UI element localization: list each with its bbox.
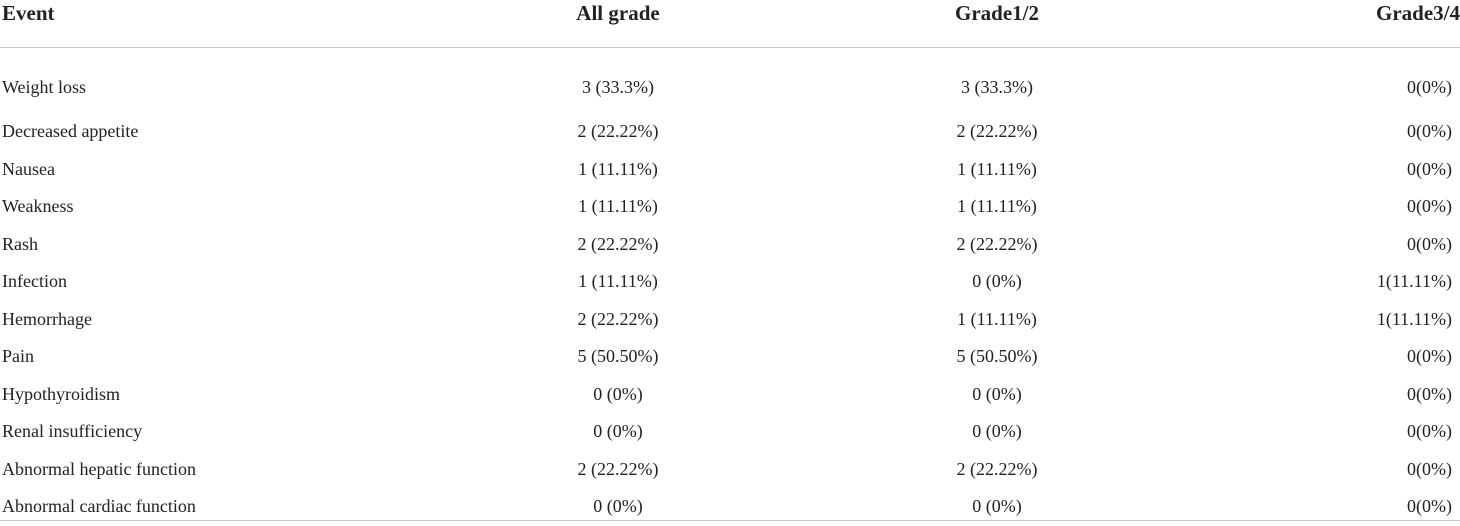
table-bottom-rule: [0, 520, 1460, 521]
cell-grade-3-4: 1(11.11%): [1376, 271, 1452, 292]
cell-all-grade: 0 (0%): [593, 421, 643, 442]
cell-all-grade: 2 (22.22%): [577, 233, 659, 254]
cell-grade-1-2: 3 (33.3%): [961, 77, 1033, 97]
cell-grade-3-4: 0(0%): [1407, 496, 1452, 517]
cell-event: Weight loss: [2, 77, 87, 97]
column-header-all-grade: All grade: [430, 0, 762, 48]
table-row: Infection 1 (11.11%) 0 (0%) 1(11.11%): [0, 263, 1460, 301]
table-row: Weakness 1 (11.11%) 1 (11.11%) 0(0%): [0, 188, 1460, 226]
cell-grade-1-2: 0 (0%): [972, 383, 1022, 404]
cell-event: Hypothyroidism: [2, 383, 121, 404]
cell-grade-1-2: 0 (0%): [972, 496, 1022, 517]
cell-grade-1-2: 1 (11.11%): [957, 196, 1037, 217]
cell-grade-3-4: 0(0%): [1407, 196, 1452, 217]
cell-grade-3-4: 0(0%): [1407, 421, 1452, 442]
cell-grade-1-2: 5 (50.50%): [956, 346, 1038, 367]
cell-grade-3-4: 0(0%): [1407, 121, 1452, 142]
cell-all-grade: 1 (11.11%): [578, 196, 658, 217]
cell-grade-1-2: 2 (22.22%): [956, 121, 1038, 142]
cell-grade-3-4: 1(11.11%): [1376, 308, 1452, 329]
table-row: Weight loss 3 (33.3%) 3 (33.3%) 0(0%): [0, 48, 1460, 114]
cell-all-grade: 0 (0%): [593, 496, 643, 517]
cell-all-grade: 0 (0%): [593, 383, 643, 404]
table-row: Renal insufficiency 0 (0%) 0 (0%) 0(0%): [0, 413, 1460, 451]
header-row: Event All grade Grade1/2 Grade3/4: [0, 0, 1460, 48]
column-header-grade-3-4: Grade3/4: [1168, 0, 1460, 48]
cell-event: Renal insufficiency: [2, 421, 143, 442]
cell-event: Abnormal cardiac function: [2, 496, 196, 517]
cell-grade-3-4: 0(0%): [1407, 383, 1452, 404]
table-row: Decreased appetite 2 (22.22%) 2 (22.22%) 0(…: [0, 113, 1460, 151]
table-row: Abnormal cardiac function 0 (0%) 0 (0%) 0(0…: [0, 488, 1460, 526]
cell-event: Weakness: [2, 196, 74, 217]
cell-event: Infection: [2, 271, 67, 292]
cell-event: Abnormal hepatic function: [2, 458, 196, 479]
cell-event: Decreased appetite: [2, 121, 139, 142]
cell-all-grade: 2 (22.22%): [577, 308, 659, 329]
cell-all-grade: 2 (22.22%): [577, 121, 659, 142]
table-row: Nausea 1 (11.11%) 1 (11.11%) 0(0%): [0, 151, 1460, 189]
cell-event: Rash: [2, 233, 38, 254]
cell-grade-1-2: 2 (22.22%): [956, 233, 1038, 254]
column-header-grade-1-2: Grade1/2: [762, 0, 1168, 48]
cell-grade-3-4: 0(0%): [1407, 458, 1452, 479]
cell-grade-3-4: 0(0%): [1407, 158, 1452, 179]
cell-all-grade: 5 (50.50%): [577, 346, 659, 367]
table-header: Event All grade Grade1/2 Grade3/4: [0, 0, 1460, 48]
cell-event: Hemorrhage: [2, 308, 92, 329]
cell-grade-3-4: 0(0%): [1407, 77, 1452, 97]
cell-all-grade: 3 (33.3%): [582, 77, 654, 97]
cell-event: Nausea: [2, 158, 55, 179]
cell-grade-1-2: 0 (0%): [972, 271, 1022, 292]
column-header-event: Event: [0, 0, 430, 48]
cell-all-grade: 2 (22.22%): [577, 458, 659, 479]
table-row: Pain 5 (50.50%) 5 (50.50%) 0(0%): [0, 338, 1460, 376]
cell-grade-1-2: 1 (11.11%): [957, 308, 1037, 329]
cell-grade-3-4: 0(0%): [1407, 346, 1452, 367]
table-row: Hypothyroidism 0 (0%) 0 (0%) 0(0%): [0, 376, 1460, 414]
cell-grade-1-2: 1 (11.11%): [957, 158, 1037, 179]
cell-grade-1-2: 2 (22.22%): [956, 458, 1038, 479]
cell-all-grade: 1 (11.11%): [578, 271, 658, 292]
table-row: Rash 2 (22.22%) 2 (22.22%) 0(0%): [0, 226, 1460, 264]
table-body: Weight loss 3 (33.3%) 3 (33.3%) 0(0%) Decrea…: [0, 48, 1460, 526]
table-row: Abnormal hepatic function 2 (22.22%) 2 (22…: [0, 451, 1460, 489]
cell-event: Pain: [2, 346, 35, 367]
cell-all-grade: 1 (11.11%): [578, 158, 658, 179]
cell-grade-1-2: 0 (0%): [972, 421, 1022, 442]
cell-grade-3-4: 0(0%): [1407, 233, 1452, 254]
table-row: Hemorrhage 2 (22.22%) 1 (11.11%) 1(11.11%): [0, 301, 1460, 339]
